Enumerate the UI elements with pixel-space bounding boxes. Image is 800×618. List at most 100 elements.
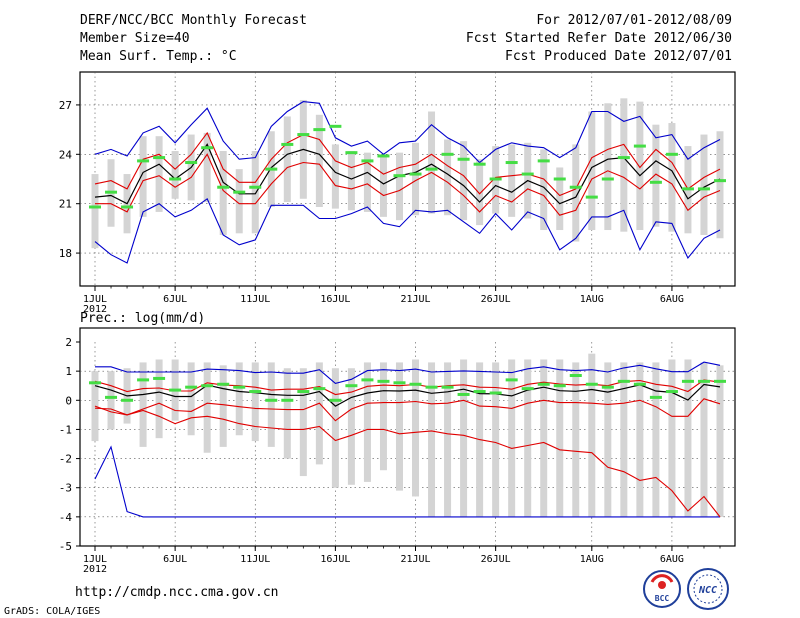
temp-xtick-label: 11JUL xyxy=(240,294,270,305)
prec-range-bar xyxy=(716,365,724,517)
temp-obs-mark xyxy=(697,187,710,191)
prec-obs-mark xyxy=(201,384,214,388)
prec-obs-mark xyxy=(409,382,422,386)
prec-range-bar xyxy=(299,368,307,477)
prec-range-bar xyxy=(668,359,676,517)
temp-obs-mark xyxy=(281,142,294,146)
prec-obs-mark xyxy=(617,379,630,383)
temp-range-bar xyxy=(540,149,548,231)
temp-obs-mark xyxy=(553,177,566,181)
temp-range-bar xyxy=(315,114,323,207)
temp-obs-mark xyxy=(361,159,374,163)
prec-range-bar xyxy=(187,362,195,436)
prec-series-p25 xyxy=(94,398,721,422)
temp-series-min xyxy=(94,197,721,264)
prec-range-bar xyxy=(492,362,500,517)
temp-obs-mark xyxy=(441,152,454,156)
temp-obs-mark xyxy=(217,185,230,189)
temp-obs-mark xyxy=(473,162,486,166)
prec-range-bar xyxy=(412,359,420,497)
prec-obs-mark xyxy=(649,395,662,399)
prec-obs-mark xyxy=(217,382,230,386)
prec-range-bar xyxy=(251,362,259,442)
temp-obs-mark xyxy=(521,172,534,176)
prec-ytick-label: -2 xyxy=(59,453,72,466)
temp-obs-mark xyxy=(265,167,278,171)
prec-range-bar xyxy=(395,362,403,491)
prec-range-bar xyxy=(379,362,387,471)
temp-obs-mark xyxy=(297,133,310,137)
temp-obs-mark xyxy=(393,174,406,178)
temp-ytick-label: 21 xyxy=(59,198,72,211)
temp-range-bar xyxy=(155,136,163,212)
prec-range-bar xyxy=(155,359,163,439)
temp-obs-mark xyxy=(585,195,598,199)
grads-credit: GrADS: COLA/IGES xyxy=(4,606,100,617)
temp-range-bar xyxy=(395,152,403,221)
member-size: Member Size=40 xyxy=(80,31,190,46)
temp-xtick-label: 21JUL xyxy=(400,294,430,305)
prec-ytick-label: -5 xyxy=(59,540,72,553)
precip-title: Prec.: log(mm/d) xyxy=(80,311,205,326)
prec-xtick-label: 26JUL xyxy=(481,554,511,565)
temp-obs-mark xyxy=(313,128,326,132)
temp-ytick-label: 18 xyxy=(59,247,72,260)
prec-ytick-label: 2 xyxy=(65,336,72,349)
temp-xtick-label: 1AUG xyxy=(580,294,604,305)
prec-series-min xyxy=(94,445,720,518)
prec-obs-mark xyxy=(361,378,374,382)
prec-range-bar xyxy=(460,359,468,517)
temp-range-bar xyxy=(476,159,484,226)
temp-obs-mark xyxy=(137,159,150,163)
prec-series-mean xyxy=(94,383,721,407)
temp-range-bar xyxy=(636,101,644,231)
temp-obs-mark xyxy=(489,177,502,181)
temp-range-bar xyxy=(91,174,99,249)
prec-xtick-label: 6JUL xyxy=(163,554,187,565)
prec-obs-mark xyxy=(281,398,294,402)
precipitation-marks xyxy=(89,374,726,402)
chart-title: DERF/NCC/BCC Monthly Forecast xyxy=(80,13,307,28)
temp-xtick-label: 1JUL xyxy=(83,294,107,305)
prec-obs-mark xyxy=(425,385,438,389)
prec-range-bar xyxy=(347,368,355,485)
temp-year-label: 2012 xyxy=(83,304,107,315)
prec-obs-mark xyxy=(473,390,486,394)
temp-obs-mark xyxy=(569,185,582,189)
variable-label: Mean Surf. Temp.: °C xyxy=(80,49,237,64)
prec-range-bar xyxy=(267,362,275,447)
temp-range-bar xyxy=(604,103,612,231)
prec-obs-mark xyxy=(297,390,310,394)
prec-ytick-label: 1 xyxy=(65,365,72,378)
temp-obs-mark xyxy=(329,124,342,128)
prec-range-bar xyxy=(652,362,660,517)
temp-obs-mark xyxy=(425,167,438,171)
prec-obs-mark xyxy=(345,384,358,388)
produced-date: Fcst Produced Date 2012/07/01 xyxy=(505,49,732,64)
prec-obs-mark xyxy=(329,398,342,402)
temp-obs-mark xyxy=(169,177,182,181)
temp-range-bar xyxy=(203,132,211,203)
prec-range-bar xyxy=(203,362,211,453)
source-url[interactable]: http://cmdp.ncc.cma.gov.cn xyxy=(75,585,279,600)
bcc-logo-text: BCC xyxy=(655,594,670,603)
temp-range-bar xyxy=(171,151,179,199)
temp-ytick-label: 27 xyxy=(59,99,72,112)
prec-range-bar xyxy=(540,359,548,517)
temperature-frame xyxy=(79,71,736,287)
prec-series-max xyxy=(95,361,721,385)
prec-xtick-label: 1AUG xyxy=(580,554,604,565)
temperature-ensemble-bars xyxy=(91,98,724,249)
prec-series-p75 xyxy=(94,379,721,396)
temp-obs-mark xyxy=(185,161,198,165)
prec-obs-mark xyxy=(697,379,710,383)
prec-xtick-label: 1JUL xyxy=(83,554,107,565)
temp-obs-mark xyxy=(457,157,470,161)
prec-obs-mark xyxy=(553,384,566,388)
precipitation-ensemble-bars xyxy=(91,353,724,517)
prec-xtick-label: 11JUL xyxy=(240,554,270,565)
temp-xtick-label: 6JUL xyxy=(163,294,187,305)
prec-range-bar xyxy=(219,365,227,447)
temp-range-bar xyxy=(444,139,452,216)
